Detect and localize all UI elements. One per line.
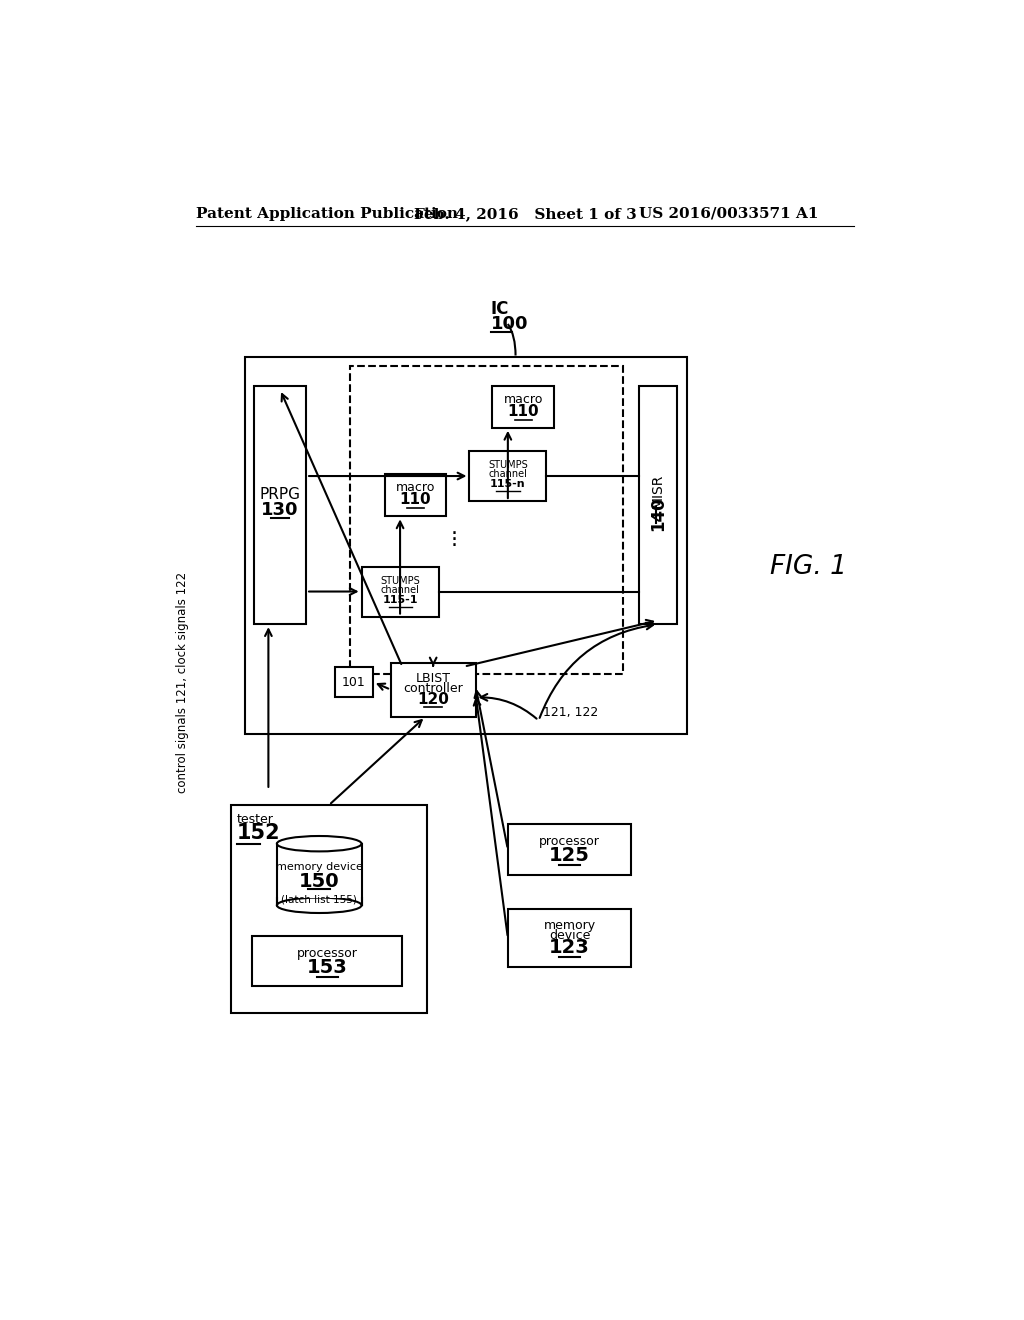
Text: device: device [549, 929, 590, 942]
FancyBboxPatch shape [230, 805, 427, 1014]
Text: processor: processor [297, 946, 357, 960]
Text: channel: channel [488, 470, 527, 479]
Ellipse shape [276, 898, 361, 913]
Text: MISR: MISR [651, 474, 665, 508]
Text: 100: 100 [490, 315, 528, 333]
Text: 110: 110 [508, 404, 539, 418]
FancyBboxPatch shape [252, 936, 402, 986]
Text: 120: 120 [417, 692, 450, 708]
Text: macro: macro [395, 480, 435, 494]
Text: macro: macro [504, 392, 543, 405]
Text: (latch list 155): (latch list 155) [282, 895, 357, 906]
Text: tester: tester [237, 813, 273, 825]
Text: .: . [451, 517, 458, 537]
FancyBboxPatch shape [493, 385, 554, 428]
Text: memory: memory [544, 919, 596, 932]
Text: control signals 121, clock signals 122: control signals 121, clock signals 122 [176, 572, 189, 792]
FancyBboxPatch shape [254, 385, 306, 624]
FancyBboxPatch shape [335, 667, 373, 697]
Text: 153: 153 [307, 958, 348, 977]
Text: memory device: memory device [275, 862, 362, 871]
FancyBboxPatch shape [469, 451, 547, 502]
Text: 115-1: 115-1 [382, 595, 418, 605]
Text: 110: 110 [399, 492, 431, 507]
Text: 115-n: 115-n [490, 479, 525, 490]
Text: 130: 130 [261, 500, 299, 519]
Text: .: . [451, 524, 458, 544]
Text: LBIST: LBIST [416, 672, 451, 685]
FancyBboxPatch shape [508, 825, 631, 875]
Text: FIG. 1: FIG. 1 [770, 553, 847, 579]
Text: Feb. 4, 2016   Sheet 1 of 3: Feb. 4, 2016 Sheet 1 of 3 [414, 207, 637, 220]
FancyBboxPatch shape [276, 843, 361, 898]
FancyBboxPatch shape [361, 566, 438, 616]
FancyBboxPatch shape [639, 385, 677, 624]
Ellipse shape [276, 836, 361, 851]
Text: controller: controller [403, 681, 463, 694]
Text: 123: 123 [549, 937, 590, 957]
Text: Patent Application Publication: Patent Application Publication [196, 207, 458, 220]
Text: 152: 152 [237, 822, 281, 843]
Text: 121, 122: 121, 122 [543, 706, 598, 719]
Text: IC: IC [490, 300, 509, 318]
Text: STUMPS: STUMPS [488, 461, 527, 470]
Text: PRPG: PRPG [259, 487, 300, 502]
Text: US 2016/0033571 A1: US 2016/0033571 A1 [639, 207, 818, 220]
FancyBboxPatch shape [245, 358, 687, 734]
Text: .: . [451, 529, 458, 550]
FancyBboxPatch shape [391, 663, 475, 717]
FancyBboxPatch shape [385, 474, 446, 516]
Text: STUMPS: STUMPS [380, 576, 420, 586]
Text: 150: 150 [299, 873, 340, 891]
Text: 140: 140 [649, 496, 667, 532]
FancyBboxPatch shape [508, 909, 631, 966]
Text: processor: processor [539, 836, 600, 849]
Text: 101: 101 [342, 676, 366, 689]
Text: 125: 125 [549, 846, 590, 865]
Text: channel: channel [381, 585, 420, 595]
